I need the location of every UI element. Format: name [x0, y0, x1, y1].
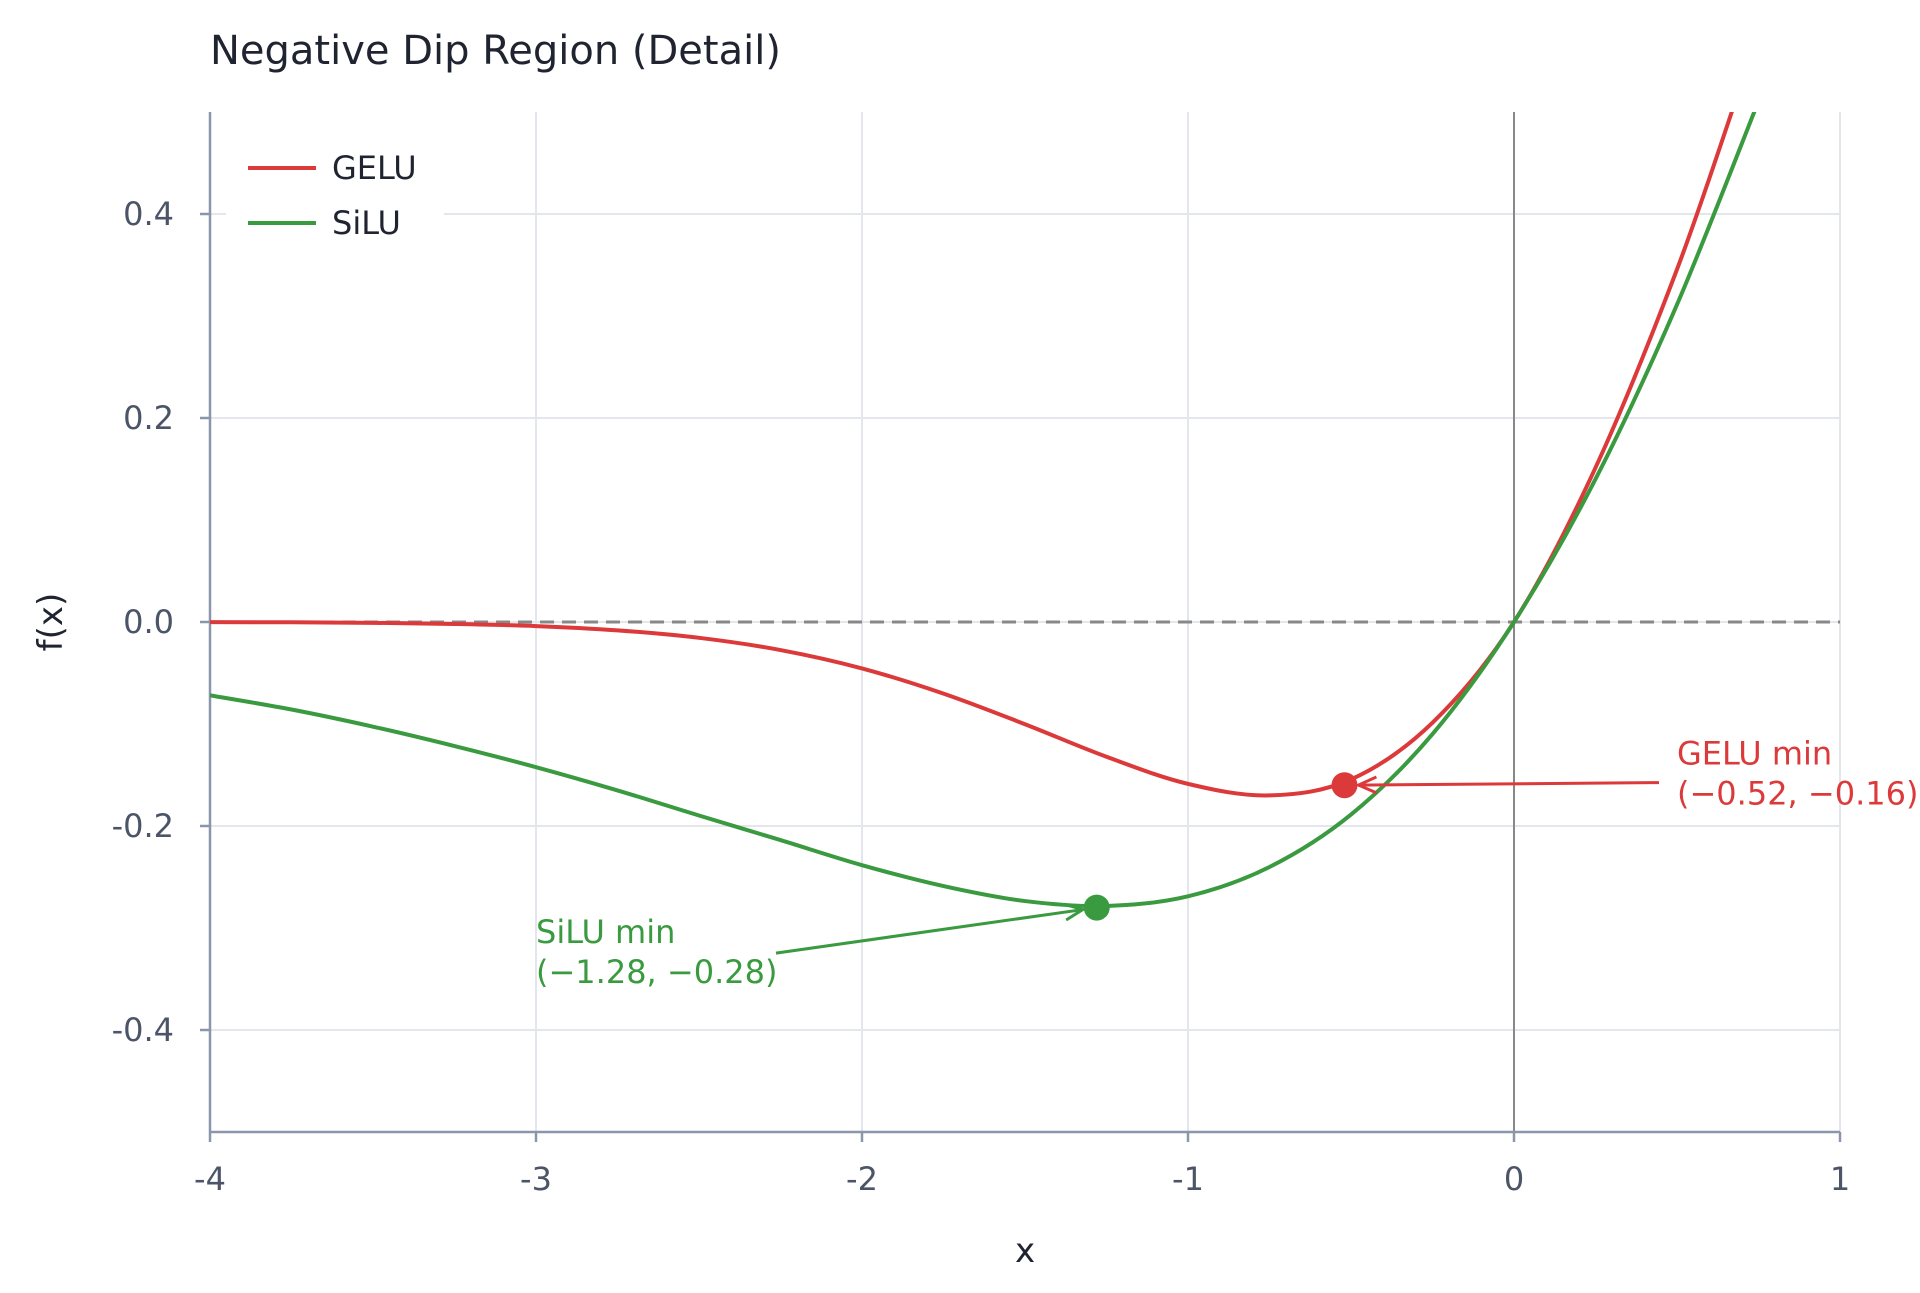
- gelu-min-arrowhead: [1354, 775, 1378, 795]
- chart-title: Negative Dip Region (Detail): [210, 28, 781, 74]
- legend: GELU SiLU: [226, 128, 444, 248]
- y-tick-label: -0.4: [112, 1011, 174, 1049]
- x-tick-label: -4: [194, 1160, 226, 1198]
- axes: -4 -3 -2 -1 0 1 -0.4 -0.2 0.0 0.2 0.4: [112, 112, 1850, 1198]
- x-tick-label: -1: [1172, 1160, 1204, 1198]
- legend-label-silu: SiLU: [332, 204, 401, 242]
- y-axis-label: f(x): [31, 593, 71, 652]
- silu-min-coordinates: (−1.28, −0.28): [536, 953, 777, 991]
- series-lines: [210, 112, 1757, 909]
- x-axis-label: x: [1015, 1231, 1035, 1271]
- series-line-silu: [210, 112, 1757, 909]
- annotations: GELU min(−0.52, −0.16) SiLU min(−1.28, −0…: [536, 735, 1918, 992]
- gelu-min-marker: [1331, 772, 1358, 799]
- x-tick-label: -2: [846, 1160, 878, 1198]
- silu-min-arrow: [775, 908, 1084, 955]
- x-tick-label: -3: [520, 1160, 552, 1198]
- y-tick-label: 0.2: [123, 399, 174, 437]
- x-tick-label: 0: [1504, 1160, 1524, 1198]
- gelu-min-label: GELU min: [1677, 735, 1832, 773]
- legend-box: [226, 128, 444, 248]
- silu-min-label: SiLU min: [536, 913, 675, 951]
- y-tick-label: -0.2: [112, 807, 174, 845]
- silu-min-marker: [1083, 894, 1110, 921]
- y-tick-label: 0.0: [123, 603, 174, 641]
- gelu-min-arrow: [1358, 781, 1660, 787]
- legend-label-gelu: GELU: [332, 149, 417, 187]
- y-tick-label: 0.4: [123, 195, 174, 233]
- gelu-min-coordinates: (−0.52, −0.16): [1677, 775, 1918, 813]
- silu-min-arrowhead: [1063, 902, 1087, 922]
- x-tick-label: 1: [1830, 1160, 1850, 1198]
- series-line-gelu: [210, 112, 1734, 798]
